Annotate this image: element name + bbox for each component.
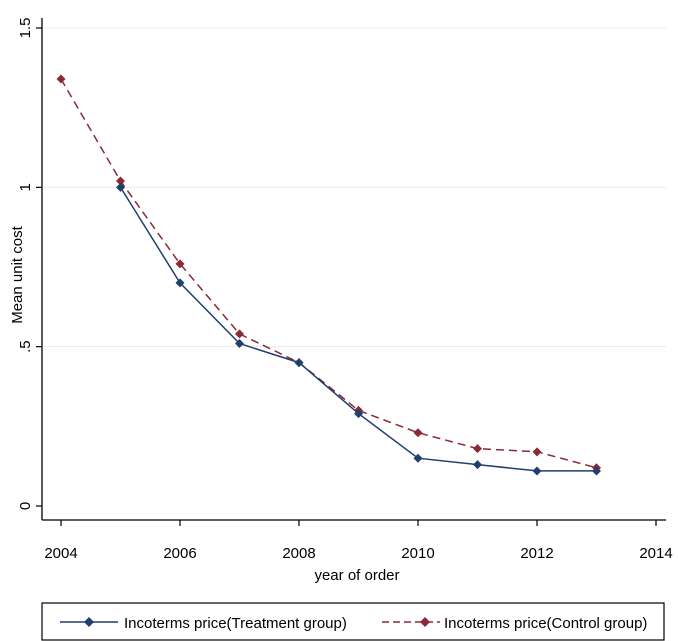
data-point-treatment	[532, 466, 542, 476]
series-group	[56, 74, 601, 476]
x-tick-label: 2012	[520, 545, 553, 562]
data-point-treatment	[413, 453, 423, 463]
gridlines	[42, 27, 666, 348]
y-axis-title: Mean unit cost	[9, 225, 26, 323]
series-line-control	[60, 78, 597, 469]
data-point-treatment	[473, 460, 482, 470]
y-tick-label: 1.5	[17, 18, 34, 39]
data-point-control	[473, 444, 482, 454]
legend-marker-control	[420, 617, 430, 627]
x-tick-label: 2006	[163, 545, 196, 562]
x-axis-title: year of order	[314, 567, 399, 584]
data-point-control	[116, 176, 125, 186]
legend-label-treatment: Incoterms price(Treatment group)	[124, 615, 347, 632]
data-point-control	[175, 259, 185, 269]
data-point-treatment	[354, 409, 363, 419]
legend-label-control: Incoterms price(Control group)	[444, 615, 647, 632]
x-tick-label: 2004	[44, 545, 77, 562]
data-point-control	[235, 329, 244, 339]
x-tick-label: 2008	[282, 545, 315, 562]
legend: Incoterms price(Treatment group) Incoter…	[41, 602, 665, 641]
data-point-treatment	[175, 278, 185, 288]
data-point-control	[56, 74, 66, 84]
y-tick-label: .5	[17, 340, 34, 353]
data-point-treatment	[235, 338, 244, 348]
data-point-treatment	[294, 358, 304, 368]
legend-marker-treatment	[84, 617, 94, 627]
x-tick-label: 2014	[639, 545, 672, 562]
y-ticks: 0 .5 1 1.5	[17, 18, 42, 510]
axes	[41, 18, 666, 521]
x-tick-label: 2010	[401, 545, 434, 562]
data-point-control	[532, 447, 542, 457]
x-ticks: 2004 2006 2008 2010 2012 2014	[44, 520, 673, 562]
data-point-control	[413, 428, 423, 438]
data-point-treatment	[592, 466, 601, 476]
data-point-treatment	[116, 182, 125, 192]
y-tick-label: 1	[17, 183, 34, 191]
series-line-treatment	[119, 186, 597, 472]
y-tick-label: 0	[17, 502, 34, 510]
legend-box	[41, 602, 665, 641]
